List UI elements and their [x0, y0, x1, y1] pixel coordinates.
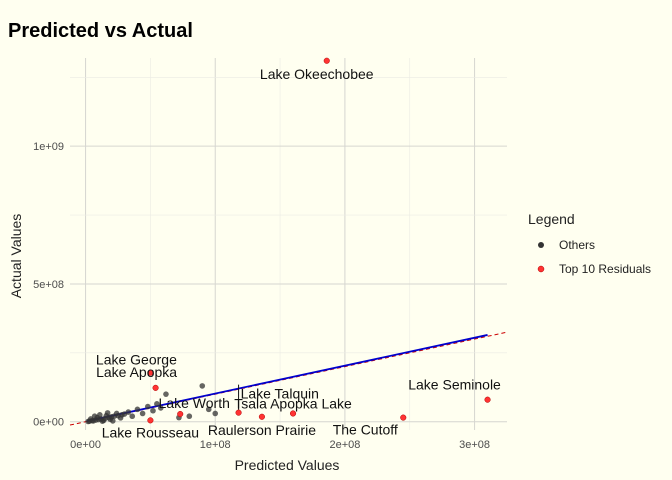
fit-line [86, 334, 488, 423]
x-tick-label: 0e+00 [70, 439, 101, 451]
data-point [97, 412, 103, 418]
chart-title: Predicted vs Actual [8, 20, 193, 42]
residual-point [289, 410, 297, 417]
point-label: The Cutoff [333, 422, 398, 438]
reference-line [69, 331, 508, 426]
point-label: Lake Okeechobee [260, 66, 374, 82]
residual-point [258, 413, 265, 420]
data-point [117, 415, 124, 421]
data-point [125, 409, 132, 415]
data-point [157, 405, 164, 411]
residual-point [152, 384, 159, 391]
x-tick-label: 1e+08 [200, 439, 231, 451]
legend-key [537, 265, 545, 273]
data-point [99, 418, 106, 424]
legend-label: Top 10 Residuals [559, 262, 651, 276]
point-label: Lake Worth [159, 395, 230, 411]
data-point [205, 406, 212, 413]
residual-point [323, 57, 330, 64]
fit-line-segment [86, 334, 488, 423]
data-point [113, 410, 120, 417]
point-label: Tsala Apopka Lake [234, 395, 352, 411]
x-axis-ticks: 0e+00 1e+08 2e+08 3e+08 [70, 439, 490, 451]
point-label: Lake George [96, 352, 177, 368]
x-tick-label: 2e+08 [329, 439, 360, 451]
data-point [90, 418, 97, 424]
point-label: Lake Seminole [408, 377, 501, 393]
data-point [91, 413, 98, 420]
point-label: Raulerson Prairie [208, 422, 316, 438]
residual-point [147, 417, 154, 424]
legend: Legend Others Top 10 Residuals [528, 211, 651, 276]
y-tick-label: 5e+08 [33, 279, 64, 291]
reference-line-segment [69, 331, 508, 426]
data-point [85, 418, 91, 425]
data-point [163, 391, 169, 397]
residual-point [177, 410, 184, 418]
data-point [186, 413, 193, 420]
data-point [150, 407, 156, 414]
y-axis-ticks: 0e+00 5e+08 1e+09 [33, 141, 64, 429]
data-point [199, 383, 206, 389]
data-point [154, 401, 160, 407]
legend-entries: Others Top 10 Residuals [537, 238, 651, 276]
point-label: Lake Rousseau [102, 424, 199, 440]
point-label: Lake Apopka [96, 364, 177, 380]
data-point [145, 403, 151, 410]
series-others [85, 383, 219, 425]
y-axis-title: Actual Values [8, 214, 24, 299]
data-point [139, 410, 146, 417]
legend-title: Legend [528, 211, 575, 227]
legend-key [538, 242, 544, 248]
residual-point [147, 369, 154, 376]
point-label: Lake Talquin [241, 386, 319, 402]
x-tick-label: 3e+08 [459, 439, 490, 451]
series-top-10-residuals [147, 57, 491, 424]
data-point [104, 410, 111, 416]
data-point [134, 406, 141, 413]
grid [70, 58, 507, 430]
y-tick-label: 1e+09 [33, 141, 64, 153]
y-tick-label: 0e+00 [33, 417, 64, 429]
x-axis-title: Predicted Values [235, 457, 340, 473]
data-point [129, 413, 136, 420]
residual-point [235, 409, 242, 416]
residual-point [484, 396, 491, 403]
residual-point [400, 414, 407, 421]
data-point [212, 410, 219, 417]
data-point [109, 418, 116, 424]
legend-label: Others [559, 238, 595, 252]
